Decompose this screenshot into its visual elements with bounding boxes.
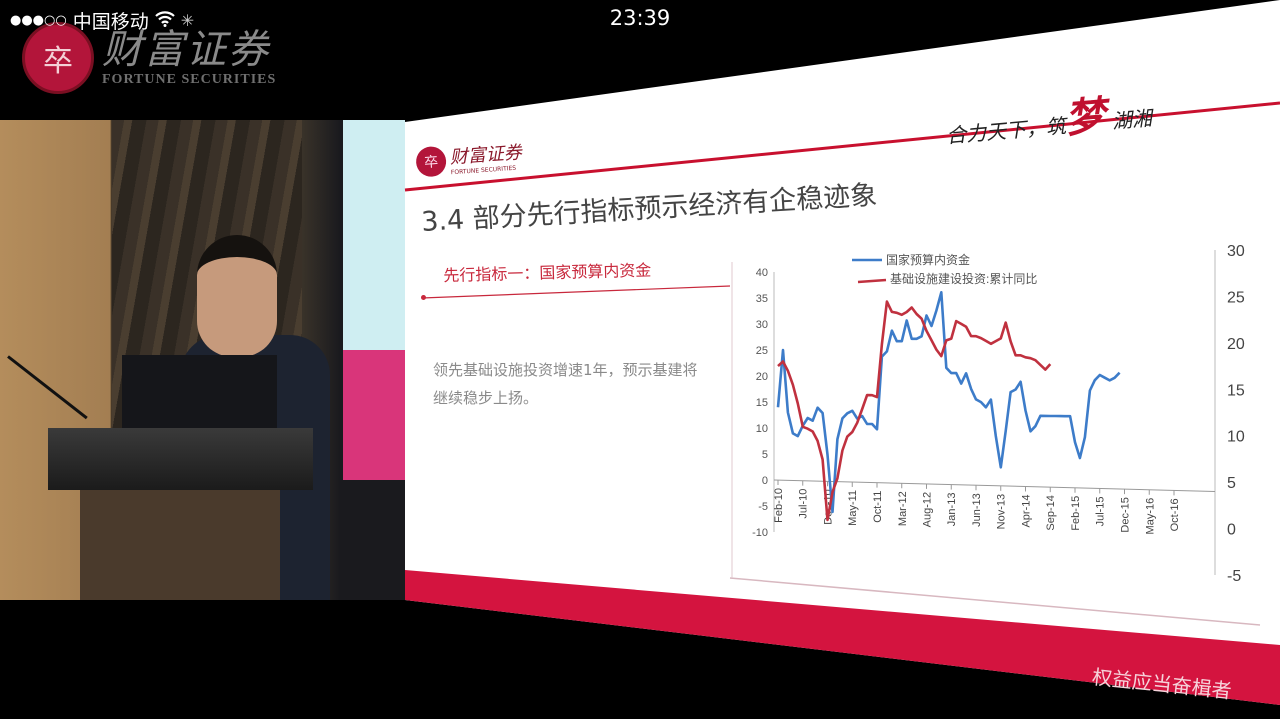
slide-footer-band <box>405 570 1280 705</box>
x-axis-tick-label: Feb-10 <box>773 488 785 523</box>
speaker-video[interactable] <box>0 120 405 600</box>
slide-footer-slogan: 权益应当奋楫者 <box>1090 664 1233 704</box>
loading-spinner-icon: ✳ <box>180 11 195 30</box>
left-axis-tick-label: 15 <box>756 397 768 409</box>
left-axis-tick-label: 5 <box>762 449 768 461</box>
legend-swatch-red <box>857 278 887 284</box>
x-axis-tick-label: May-16 <box>1144 498 1156 535</box>
x-axis-tick-label: Nov-13 <box>996 494 1008 529</box>
wifi-icon <box>154 10 175 32</box>
left-axis-tick-label: 0 <box>762 475 768 487</box>
slide-slogan: 合力天下，筑梦 湖湘 <box>943 79 1154 155</box>
left-axis-tick-label: 30 <box>756 319 768 331</box>
series-line-infrastructure-investment <box>777 300 1052 522</box>
fortune-logo-seal-icon: 卒 <box>22 22 94 94</box>
slogan-part-a: 合力天下，筑 <box>945 113 1067 148</box>
slide-body-text: 领先基础设施投资增速1年，预示基建将继续稳步上扬。 <box>433 361 698 407</box>
screen-edge-pink <box>343 350 405 480</box>
right-axis-tick-label: 10 <box>1227 429 1245 446</box>
x-axis-tick-label: Jul-10 <box>798 489 810 519</box>
signal-strength-icon: ●●●○○ <box>10 13 67 28</box>
left-axis-tick-label: 35 <box>756 293 768 305</box>
x-axis-tick-label: Mar-12 <box>897 491 909 526</box>
laptop <box>122 355 277 435</box>
carrier-label: 中国移动 <box>72 11 149 33</box>
clock: 23:39 <box>609 6 671 30</box>
x-axis-tick-label: May-11 <box>847 490 859 526</box>
x-axis-tick-label: Sep-14 <box>1045 495 1057 530</box>
header-rule <box>404 101 1280 192</box>
right-axis-tick-label: 30 <box>1227 243 1245 260</box>
podium <box>48 428 313 490</box>
slogan-part-b: 湖湘 <box>1110 106 1153 134</box>
left-axis-tick-label: 25 <box>756 345 768 357</box>
series-line-budget-funds <box>776 290 1121 514</box>
x-axis-line <box>773 479 1216 492</box>
x-axis-tick-label: Aug-12 <box>922 492 934 527</box>
screen-edge <box>343 120 405 350</box>
watermark-name-cn: 财富证券 <box>102 27 270 73</box>
right-axis-tick-label: 15 <box>1227 382 1245 399</box>
right-axis-tick-label: 25 <box>1227 289 1245 306</box>
legend: 国家预算内资金 基础设施建设投资:累计同比 <box>852 252 1037 286</box>
right-axis-tick-label: -5 <box>1227 568 1241 585</box>
slide-logo-seal-icon: 卒 <box>415 145 448 178</box>
legend-label-blue: 国家预算内资金 <box>886 252 970 267</box>
x-axis-tick-label: Jan-13 <box>946 493 958 527</box>
speaker-head <box>197 235 277 357</box>
x-axis-tick-label: Apr-14 <box>1021 495 1033 528</box>
slogan-dream: 梦 <box>1063 92 1108 143</box>
legend-label-red: 基础设施建设投资:累计同比 <box>890 271 1037 286</box>
subtitle-bullet <box>421 295 426 300</box>
left-axis-tick-label: 20 <box>756 371 768 383</box>
slide-surface <box>405 0 1280 705</box>
left-axis-tick-label: -10 <box>752 527 768 539</box>
left-axis-tick-label: 10 <box>756 423 768 435</box>
slide-logo: 卒 财富证券 FORTUNE SECURITIES <box>415 138 523 178</box>
right-axis-tick-label: 5 <box>1227 475 1236 492</box>
x-axis-tick-label: Oct-16 <box>1169 498 1181 531</box>
podium-stand <box>80 490 280 600</box>
status-left: ●●●○○ 中国移动 ✳ <box>10 7 194 34</box>
slide-subtitle: 先行指标一：国家预算内资金 <box>443 260 652 285</box>
right-axis-tick-label: 0 <box>1227 522 1236 539</box>
left-axis-tick-label: -5 <box>758 501 768 513</box>
subtitle-rule <box>421 285 731 299</box>
x-axis-tick-label: Feb-15 <box>1070 496 1082 531</box>
x-axis-tick-label: Oct-11 <box>872 491 884 523</box>
chart-frame-bottom <box>729 577 1261 626</box>
x-axis-tick-label: Jun-13 <box>971 493 983 527</box>
watermark-name-en: FORTUNE SECURITIES <box>102 72 277 87</box>
right-axis-tick-label: 20 <box>1227 336 1245 353</box>
status-bar: ●●●○○ 中国移动 ✳ 23:39 <box>0 0 1280 38</box>
x-axis-tick-label: Jul-15 <box>1095 496 1107 526</box>
x-axis-tick-label: Dec-15 <box>1120 497 1132 532</box>
line-chart: 40 35 30 25 20 15 10 5 0 -5 -10 30 25 20 15 10 5 0 -5 Feb-1… <box>752 243 1245 585</box>
broadcaster-watermark: 卒 财富证券 FORTUNE SECURITIES <box>22 22 276 94</box>
left-axis-tick-label: 40 <box>756 267 768 279</box>
